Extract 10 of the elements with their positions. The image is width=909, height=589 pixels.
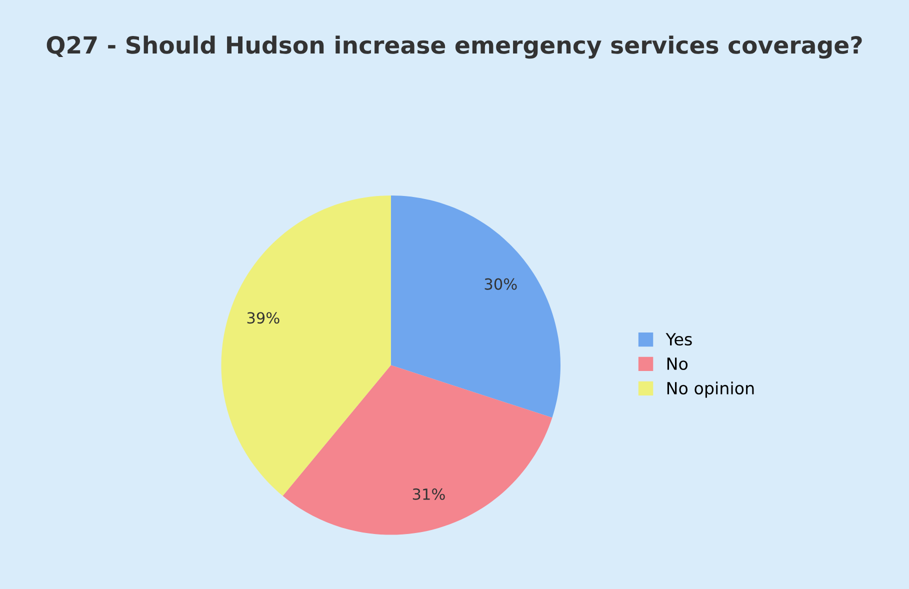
pie-slice <box>390 196 560 418</box>
legend-label: No <box>667 358 688 370</box>
legend-label: No opinion <box>667 382 754 398</box>
chart-title: Q27 - Should Hudson increase emergency services coverage? <box>46 36 862 59</box>
pie-slice <box>282 365 552 535</box>
data-label: 31% <box>412 488 445 500</box>
data-label: 39% <box>247 312 280 324</box>
pie-slice <box>221 196 391 496</box>
data-label: 30% <box>484 278 517 290</box>
legend-label: Yes <box>666 333 692 346</box>
